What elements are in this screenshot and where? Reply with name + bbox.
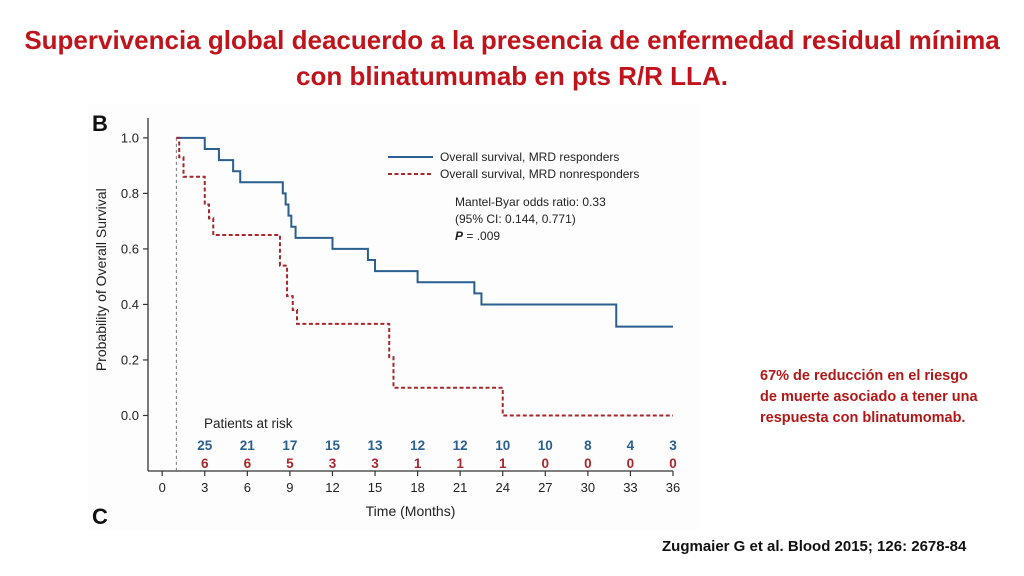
- cropped-top-text: [370, 104, 460, 112]
- x-tick-label-7: 21: [453, 480, 467, 495]
- risk-nonresponders-10: 0: [627, 456, 635, 471]
- legend-label-0: Overall survival, MRD responders: [440, 150, 619, 164]
- slide-title: Supervivencia global deacuerdo a la pres…: [0, 22, 1024, 94]
- callout-line-1: 67% de reducción en el riesgo: [760, 368, 968, 384]
- x-tick-label-6: 18: [410, 480, 424, 495]
- risk-nonresponders-9: 0: [584, 456, 592, 471]
- y-axis-label: Probability of Overall Survival: [93, 188, 109, 371]
- risk-nonresponders-11: 0: [669, 456, 677, 471]
- slide-title-line-2: con blinatumumab en pts R/R LLA.: [296, 61, 728, 91]
- risk-responders-9: 8: [584, 438, 592, 453]
- x-tick-label-4: 12: [325, 480, 339, 495]
- y-tick-label-5: 1.0: [121, 130, 139, 145]
- risk-responders-0: 25: [197, 438, 213, 453]
- risk-nonresponders-8: 0: [542, 456, 550, 471]
- x-tick-label-8: 24: [495, 480, 509, 495]
- x-tick-label-9: 27: [538, 480, 552, 495]
- x-tick-label-2: 6: [244, 480, 251, 495]
- y-tick-label-2: 0.4: [121, 297, 139, 312]
- risk-nonresponders-5: 1: [414, 456, 422, 471]
- callout-line-2: de muerte asociado a tener una: [760, 389, 978, 405]
- citation: Zugmaier G et al. Blood 2015; 126: 2678-…: [662, 538, 967, 555]
- risk-responders-6: 12: [453, 438, 468, 453]
- x-tick-label-5: 15: [368, 480, 382, 495]
- risk-responders-1: 21: [240, 438, 256, 453]
- risk-table-title: Patients at risk: [204, 416, 293, 431]
- risk-responders-4: 13: [368, 438, 384, 453]
- risk-nonresponders-4: 3: [371, 456, 379, 471]
- risk-nonresponders-6: 1: [456, 456, 464, 471]
- series-line-0: [176, 136, 673, 328]
- p-label: P: [455, 229, 464, 243]
- risk-responders-7: 10: [495, 438, 510, 453]
- risk-responders-8: 10: [538, 438, 553, 453]
- y-tick-label-0: 0.0: [121, 408, 139, 423]
- x-tick-label-12: 36: [666, 480, 680, 495]
- survival-figure: 0.0 0.2 0.4 0.6 0.8 1.0 0 3 6 9 12 15 18 21 24 27 30 33 36…: [88, 104, 700, 530]
- risk-responders-10: 4: [627, 438, 635, 453]
- x-tick-label-1: 3: [201, 480, 208, 495]
- y-tick-label-1: 0.2: [121, 352, 139, 367]
- risk-responders-5: 12: [410, 438, 425, 453]
- p-value: = .009: [463, 229, 500, 243]
- panel-label-b: B: [92, 111, 108, 136]
- panel-label-c: C: [92, 504, 108, 529]
- risk-nonresponders-2: 5: [286, 456, 294, 471]
- x-axis-label: Time (Months): [366, 503, 456, 519]
- callout-text: 67% de reducción en el riesgo de muerte …: [760, 366, 1020, 429]
- slide-title-line-1: Supervivencia global deacuerdo a la pres…: [24, 25, 1000, 55]
- y-tick-label-4: 0.8: [121, 186, 139, 201]
- legend-label-1: Overall survival, MRD nonresponders: [440, 167, 639, 181]
- x-tick-label-10: 30: [581, 480, 595, 495]
- risk-responders-11: 3: [669, 438, 677, 453]
- kaplan-meier-chart: 0.00.20.40.60.81.00 3 6 9 12 15 18 21 24 27 30 33 36…: [92, 111, 680, 529]
- risk-responders-3: 15: [325, 438, 341, 453]
- p-value-text: P = .009: [455, 229, 500, 243]
- callout-line-3: respuesta con blinatumomab.: [760, 410, 966, 426]
- x-tick-label-0: 0: [159, 480, 166, 495]
- risk-nonresponders-3: 3: [329, 456, 337, 471]
- risk-responders-2: 17: [282, 438, 297, 453]
- stats-line-1: (95% CI: 0.144, 0.771): [455, 212, 576, 226]
- risk-nonresponders-7: 1: [499, 456, 507, 471]
- stats-line-0: Mantel-Byar odds ratio: 0.33: [455, 195, 606, 209]
- risk-nonresponders-1: 6: [244, 456, 252, 471]
- x-tick-label-3: 9: [286, 480, 293, 495]
- y-tick-label-3: 0.6: [121, 241, 139, 256]
- x-tick-label-11: 33: [623, 480, 637, 495]
- risk-nonresponders-0: 6: [201, 456, 209, 471]
- series-line-1: [176, 136, 673, 417]
